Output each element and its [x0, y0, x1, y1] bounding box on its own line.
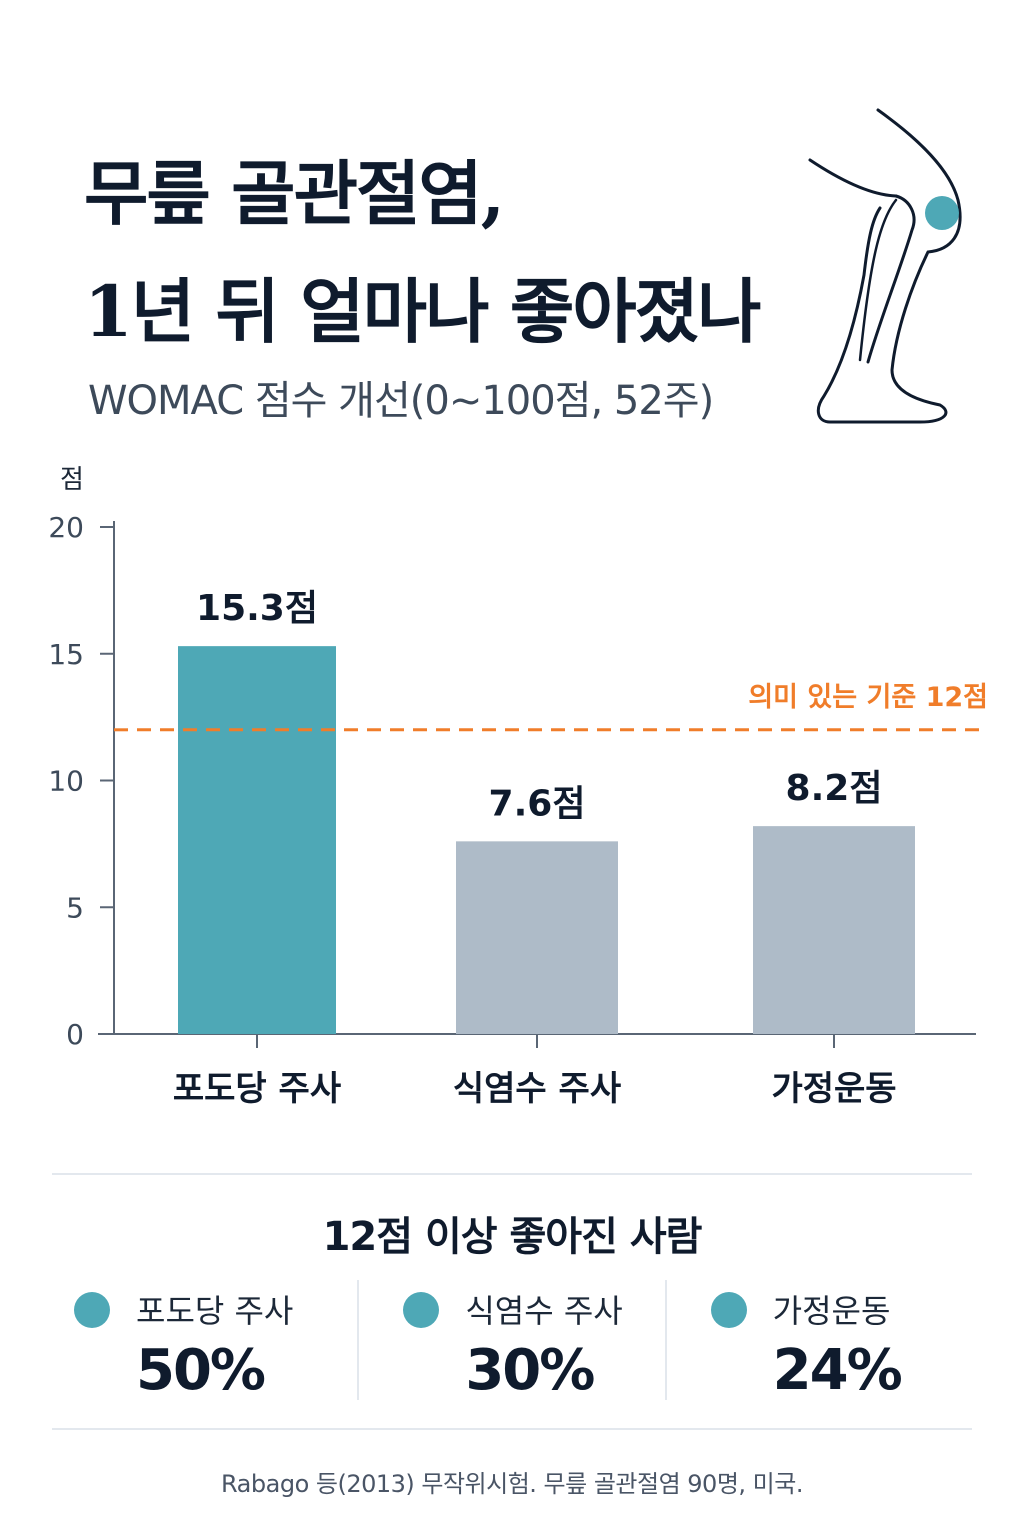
divider-bottom: [52, 1428, 972, 1430]
y-tick-label: 20: [48, 511, 84, 544]
y-tick-label: 15: [48, 638, 84, 671]
stat-value: 24%: [772, 1338, 903, 1403]
y-axis-unit-label: 점: [60, 465, 84, 495]
stat-value: 50%: [136, 1338, 266, 1403]
stats-title: 12점 이상 좋아진 사람: [322, 1214, 703, 1260]
x-tick-label: 포도당 주사: [173, 1069, 341, 1109]
stats-row: 포도당 주사 50% 식염수 주사 30% 가정운동 24%: [52, 1280, 972, 1403]
stat-label: 가정운동: [772, 1292, 891, 1330]
y-tick-label: 0: [66, 1018, 84, 1051]
stat-label: 식염수 주사: [465, 1292, 623, 1330]
knee-illustration-icon: [808, 108, 962, 424]
bar-value-label: 8.2점: [786, 768, 883, 809]
bar: [753, 826, 915, 1034]
title-line-2: 1년 뒤 얼마나 좋아졌나: [84, 270, 761, 353]
bar: [456, 841, 618, 1034]
source-note: Rabago 등(2013) 무작위시험. 무릎 골관절염 90명, 미국.: [221, 1470, 803, 1498]
x-tick-label: 식염수 주사: [453, 1069, 621, 1109]
divider-top: [52, 1173, 972, 1175]
stat-value: 30%: [465, 1338, 595, 1403]
x-tick-label: 가정운동: [771, 1069, 896, 1109]
y-tick-label: 10: [48, 765, 84, 798]
title-line-1: 무릎 골관절염,: [84, 152, 505, 235]
stat-item-glucose: 포도당 주사 50%: [52, 1280, 357, 1403]
dot-icon: [710, 1292, 747, 1328]
bar-value-label: 7.6점: [489, 783, 586, 824]
stat-item-exercise: 가정운동 24%: [664, 1280, 972, 1403]
dot-icon: [74, 1292, 110, 1328]
stat-label: 포도당 주사: [136, 1292, 294, 1330]
bar-value-label: 15.3점: [196, 588, 318, 629]
reference-line-label: 의미 있는 기준 12점: [748, 682, 988, 713]
y-tick-label: 5: [66, 891, 84, 924]
stat-item-saline: 식염수 주사 30%: [357, 1280, 664, 1403]
subtitle: WOMAC 점수 개선(0~100점, 52주): [88, 378, 714, 424]
dot-icon: [403, 1292, 440, 1328]
bar: [178, 646, 336, 1034]
